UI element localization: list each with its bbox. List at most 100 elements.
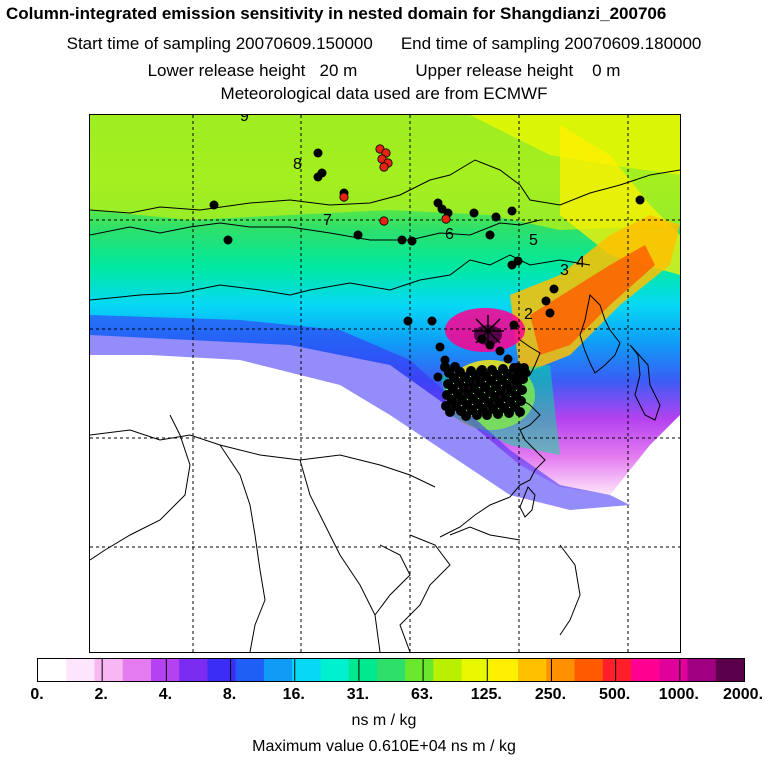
colorbar-swatches	[38, 659, 744, 681]
colorbar-swatch	[38, 659, 67, 681]
cluster-marker	[397, 235, 407, 245]
colorbar-swatch	[602, 659, 632, 681]
colorbar-swatch	[715, 659, 744, 681]
cluster-marker	[549, 284, 559, 294]
colorbar-swatch	[66, 659, 95, 681]
cluster-marker	[435, 342, 445, 352]
colorbar-tick-label: 0.	[30, 686, 44, 703]
cluster-marker	[407, 236, 417, 246]
cluster-marker	[442, 390, 452, 400]
colorbar	[37, 658, 745, 682]
colorbar-swatch	[631, 659, 660, 681]
cluster-marker	[313, 148, 323, 158]
cluster-markers-red	[339, 144, 451, 226]
colorbar-swatch	[235, 659, 265, 681]
cluster-marker	[507, 206, 517, 216]
colorbar-tick-label: 500.	[599, 686, 631, 703]
cluster-marker	[403, 316, 413, 326]
colorbar-swatch	[179, 659, 208, 681]
meteo-source: Meteorological data used are from ECMWF	[220, 84, 548, 103]
map-canvas: 2 3 4 5 6 7 8 9	[90, 115, 680, 652]
cluster-marker	[209, 200, 219, 210]
cluster-marker	[635, 195, 645, 205]
sampling-start: Start time of sampling 20070609.150000	[66, 34, 373, 53]
cluster-marker	[477, 334, 487, 344]
cluster-marker	[445, 407, 455, 417]
release-lower: Lower release height 20 m	[147, 61, 358, 80]
colorbar-swatch	[348, 659, 378, 681]
sensitivity-map: 2 3 4 5 6 7 8 9	[89, 114, 681, 653]
cluster-marker	[353, 230, 363, 240]
trajectory-label-5: 5	[529, 232, 538, 249]
colorbar-swatch	[518, 659, 547, 681]
trajectory-label-2: 2	[524, 306, 533, 323]
cluster-marker	[509, 320, 519, 330]
cluster-marker	[313, 172, 323, 182]
colorbar-swatch	[489, 659, 519, 681]
cluster-marker	[223, 235, 233, 245]
cluster-marker	[541, 296, 551, 306]
colorbar-swatch	[320, 659, 350, 681]
sampling-end: End time of sampling 20070609.180000	[400, 34, 702, 53]
cluster-marker-red	[441, 214, 451, 224]
trajectory-label-6: 6	[445, 226, 454, 243]
colorbar-swatch	[687, 659, 717, 681]
cluster-marker	[440, 355, 450, 365]
map-title: Column-integrated emission sensitivity i…	[6, 4, 667, 23]
trajectory-label-3: 3	[560, 262, 569, 279]
cluster-marker	[444, 368, 454, 378]
sampling-times: Start time of sampling 20070609.150000 En…	[0, 34, 768, 54]
colorbar-tick-label: 4.	[158, 686, 173, 703]
colorbar-swatch	[405, 659, 434, 681]
colorbar-tick-label: 31.	[346, 686, 370, 703]
cluster-marker	[513, 256, 523, 266]
coastlines	[90, 159, 680, 652]
colorbar-tick-label: 63.	[410, 686, 434, 703]
colorbar-swatch	[574, 659, 604, 681]
colorbar-swatch	[122, 659, 152, 681]
trajectory-label-9: 9	[240, 115, 249, 125]
release-heights: Lower release height 20 m Upper release h…	[0, 61, 768, 81]
cluster-marker	[503, 354, 513, 364]
cluster-marker	[513, 369, 523, 379]
colorbar-swatch	[207, 659, 237, 681]
trajectory-label-8: 8	[293, 156, 302, 173]
unit-label: ns m / kg	[351, 712, 417, 729]
colorbar-swatch	[263, 659, 293, 681]
max-value-label: Maximum value 0.610E+04 ns m / kg	[252, 738, 516, 755]
cluster-marker	[485, 340, 495, 350]
trajectory-label-4: 4	[576, 254, 585, 271]
colorbar-swatch	[292, 659, 321, 681]
colorbar-tick-label: 125.	[470, 686, 502, 703]
colorbar-tick-label: 1000.	[658, 686, 699, 703]
cluster-marker-red	[379, 216, 389, 226]
colorbar-tick-label: 16.	[282, 686, 305, 703]
colorbar-swatch	[94, 659, 124, 681]
trajectory-label-7: 7	[323, 212, 332, 229]
cluster-marker	[495, 346, 505, 356]
cluster-marker	[469, 208, 479, 218]
colorbar-swatch	[433, 659, 463, 681]
cluster-marker	[476, 366, 486, 376]
colorbar-tick-label: 250.	[534, 686, 567, 703]
colorbar-swatch	[376, 659, 406, 681]
colorbar-swatch	[150, 659, 180, 681]
colorbar-swatch	[546, 659, 576, 681]
colorbar-swatch	[461, 659, 491, 681]
colorbar-swatch	[659, 659, 689, 681]
cluster-marker-red	[339, 192, 349, 202]
colorbar-tick-label: 8.	[222, 686, 237, 703]
cluster-markers	[209, 148, 645, 421]
cluster-marker	[482, 410, 492, 420]
cluster-marker	[485, 230, 495, 240]
cluster-marker	[427, 316, 437, 326]
colorbar-tick-label: 2.	[94, 686, 108, 703]
cluster-marker	[545, 308, 555, 318]
cluster-marker	[443, 379, 453, 389]
cluster-marker-red	[379, 162, 389, 172]
release-upper: Upper release height 0 m	[415, 61, 621, 80]
colorbar-tick-label: 2000.	[722, 686, 764, 703]
sensitivity-field	[90, 115, 680, 510]
cluster-marker	[491, 212, 501, 222]
cluster-marker	[433, 372, 443, 382]
